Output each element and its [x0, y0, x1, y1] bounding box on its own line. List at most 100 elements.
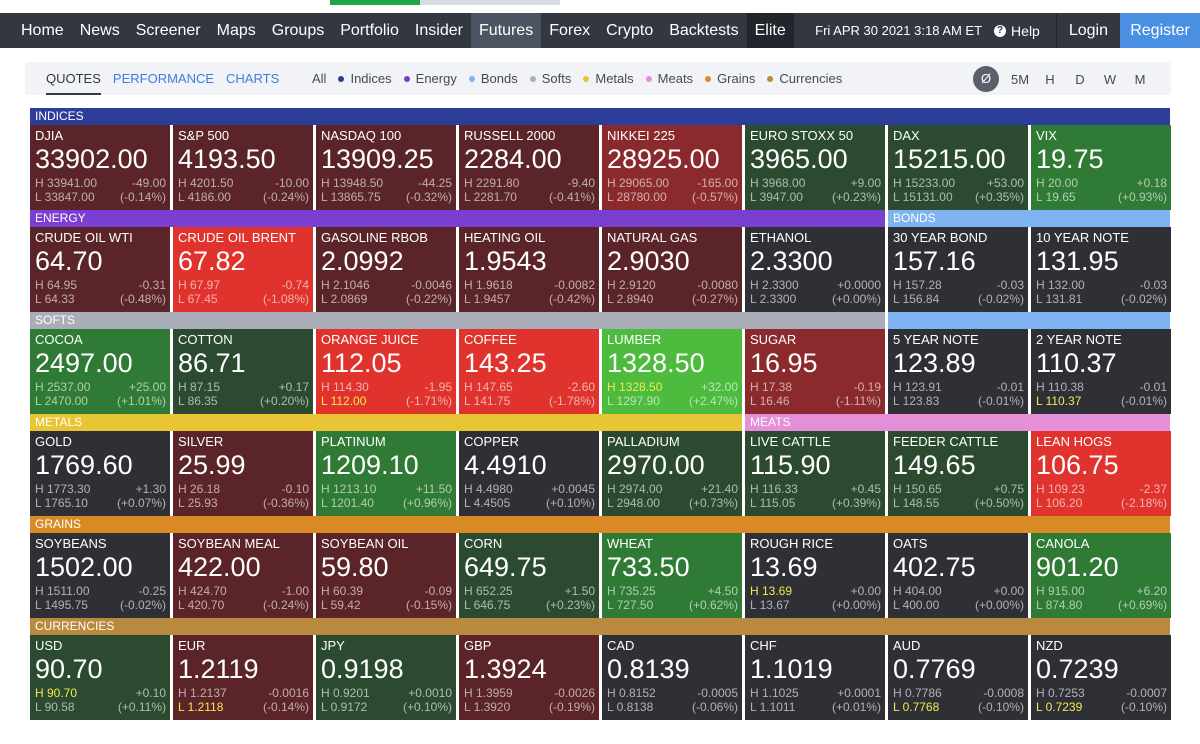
tile-percent: (+0.11%): [117, 700, 166, 714]
tile-cocoa[interactable]: COCOA 2497.00 H 2537.00 L 2470.00 +25.00 (+1.…: [30, 329, 170, 414]
tile-palladium[interactable]: PALLADIUM 2970.00 H 2974.00 L 2948.00 +21.40…: [602, 431, 742, 516]
tile-djia[interactable]: DJIA 33902.00 H 33941.00 L 33847.00 -49.00 (-…: [30, 125, 170, 210]
timeframe-d[interactable]: D: [1075, 71, 1085, 87]
tile-soybean-oil[interactable]: SOYBEAN OIL 59.80 H 60.39 L 59.42 -0.09 (-0.1…: [316, 533, 456, 618]
tab-quotes[interactable]: QUOTES: [46, 62, 101, 95]
tile-chf[interactable]: CHF 1.1019 H 1.1025 L 1.1011 +0.0001 (+0.01%): [745, 635, 885, 720]
nav-datetime: Fri APR 30 2021 3:18 AM ET: [815, 23, 983, 38]
filter-meats[interactable]: Meats: [645, 71, 693, 86]
tile-high: H 1328.50: [607, 380, 663, 394]
tile-low: L 2948.00: [607, 496, 660, 510]
tile-crude-oil-wti[interactable]: CRUDE OIL WTI 64.70 H 64.95 L 64.33 -0.31 (-0…: [30, 227, 170, 312]
tile-name: ORANGE JUICE: [321, 332, 419, 347]
tile-5-year-note[interactable]: 5 YEAR NOTE 123.89 H 123.91 L 123.83 -0.01 (-…: [888, 329, 1028, 414]
tile-copper[interactable]: COPPER 4.4910 H 4.4980 L 4.4505 +0.0045 (+0.1…: [459, 431, 599, 516]
help-link[interactable]: ? Help: [994, 13, 1056, 48]
tile-name: NASDAQ 100: [321, 128, 402, 143]
tile-lean-hogs[interactable]: LEAN HOGS 106.75 H 109.23 L 106.20 -2.37 (-2.…: [1031, 431, 1171, 516]
tile-crude-oil-brent[interactable]: CRUDE OIL BRENT 67.82 H 67.97 L 67.45 -0.74(…: [173, 227, 313, 312]
timeframe-none[interactable]: Ø: [973, 66, 999, 92]
tile-dax[interactable]: DAX 15215.00 H 15233.00 L 15131.00 +53.00 (+0…: [888, 125, 1028, 210]
tile-lumber[interactable]: LUMBER 1328.50 H 1328.50 L 1297.90 +32.00 (+2…: [602, 329, 742, 414]
tile-live-cattle[interactable]: LIVE CATTLE 115.90 H 116.33 L 115.05 +0.45 (+…: [745, 431, 885, 516]
tile-percent: (-0.14%): [262, 700, 309, 714]
tile-gbp[interactable]: GBP 1.3924 H 1.3959 L 1.3920 -0.0026 (-0.19%): [459, 635, 599, 720]
tab-performance[interactable]: PERFORMANCE: [112, 71, 215, 86]
tile-jpy[interactable]: JPY 0.9198 H 0.9201 L 0.9172 +0.0010 (+0.10%): [316, 635, 456, 720]
nav-home[interactable]: Home: [21, 21, 64, 39]
section-header-bonds: BONDS: [888, 210, 1170, 227]
tile-euro-stoxx-50[interactable]: EURO STOXX 50 3965.00 H 3968.00 L 3947.00 +9…: [745, 125, 885, 210]
nav-maps[interactable]: Maps: [216, 21, 256, 39]
tile-natural-gas[interactable]: NATURAL GAS 2.9030 H 2.9120 L 2.8940 -0.0080…: [602, 227, 742, 312]
tile-silver[interactable]: SILVER 25.99 H 26.18 L 25.93 -0.10 (-0.36%): [173, 431, 313, 516]
tile-soybeans[interactable]: SOYBEANS 1502.00 H 1511.00 L 1495.75 -0.25 (-…: [30, 533, 170, 618]
tile-high: H 1213.10: [321, 482, 377, 496]
nav-insider[interactable]: Insider: [414, 21, 463, 39]
nav-forex[interactable]: Forex: [549, 21, 591, 39]
filter-indices[interactable]: Indices: [338, 71, 392, 86]
main-nav: Home News Screener Maps Groups Portfolio…: [0, 13, 1200, 48]
nav-backtests[interactable]: Backtests: [669, 21, 739, 39]
timeframe-h[interactable]: H: [1045, 71, 1055, 87]
timeframe-w[interactable]: W: [1103, 71, 1117, 87]
timeframe-5m[interactable]: 5M: [1010, 71, 1030, 87]
tab-charts[interactable]: CHARTS: [226, 71, 280, 86]
nav-elite[interactable]: Elite: [746, 13, 794, 48]
tile-gold[interactable]: GOLD 1769.60 H 1773.30 L 1765.10 +1.30 (+0.07…: [30, 431, 170, 516]
tile-heating-oil[interactable]: HEATING OIL 1.9543 H 1.9618 L 1.9457 -0.0082…: [459, 227, 599, 312]
tile-corn[interactable]: CORN 649.75 H 652.25 L 646.75 +1.50 (+0.23%): [459, 533, 599, 618]
tile-nikkei-225[interactable]: NIKKEI 225 28925.00 H 29065.00 L 28780.00 -1…: [602, 125, 742, 210]
login-button[interactable]: Login: [1055, 13, 1120, 48]
nav-crypto[interactable]: Crypto: [606, 21, 654, 39]
filter-metals[interactable]: Metals: [583, 71, 634, 86]
tile-cotton[interactable]: COTTON 86.71 H 87.15 L 86.35 +0.17 (+0.20%): [173, 329, 313, 414]
tile-orange-juice[interactable]: ORANGE JUICE 112.05 H 114.30 L 112.00 -1.95(…: [316, 329, 456, 414]
tile-aud[interactable]: AUD 0.7769 H 0.7786 L 0.7768 -0.0008 (-0.10%): [888, 635, 1028, 720]
tile-cad[interactable]: CAD 0.8139 H 0.8152 L 0.8138 -0.0005 (-0.06%): [602, 635, 742, 720]
tile-nzd[interactable]: NZD 0.7239 H 0.7253 L 0.7239 -0.0007 (-0.10%): [1031, 635, 1171, 720]
tile-eur[interactable]: EUR 1.2119 H 1.2137 L 1.2118 -0.0016 (-0.14%): [173, 635, 313, 720]
timeframe-m[interactable]: M: [1134, 71, 1146, 87]
tile-platinum[interactable]: PLATINUM 1209.10 H 1213.10 L 1201.40 +11.50(…: [316, 431, 456, 516]
filter-currencies[interactable]: Currencies: [767, 71, 842, 86]
tile-10-year-note[interactable]: 10 YEAR NOTE 131.95 H 132.00 L 131.81 -0.03(…: [1031, 227, 1171, 312]
tile-percent: (+0.39%): [831, 496, 881, 510]
nav-groups[interactable]: Groups: [271, 21, 325, 39]
tile-usd[interactable]: USD 90.70 H 90.70 L 90.58 +0.10 (+0.11%): [30, 635, 170, 720]
filter-grains[interactable]: Grains: [705, 71, 755, 86]
filter-softs[interactable]: Softs: [529, 71, 571, 86]
tile-change: +0.0000: [837, 278, 881, 292]
register-button[interactable]: Register: [1120, 13, 1200, 48]
tile-gasoline-rbob[interactable]: GASOLINE RBOB 2.0992 H 2.1046 L 2.0869 -0.00…: [316, 227, 456, 312]
tile-high: H 33941.00: [35, 176, 98, 190]
tile-oats[interactable]: OATS 402.75 H 404.00 L 400.00 +0.00 (+0.00%): [888, 533, 1028, 618]
tile-price: 2970.00: [607, 450, 705, 480]
tile-name: ROUGH RICE: [750, 536, 834, 551]
tile-soybean-meal[interactable]: SOYBEAN MEAL 422.00 H 424.70 L 420.70 -1.00(…: [173, 533, 313, 618]
tile-change: -44.25: [417, 176, 452, 190]
tile-30-year-bond[interactable]: 30 YEAR BOND 157.16 H 157.28 L 156.84 -0.03(…: [888, 227, 1028, 312]
nav-futures[interactable]: Futures: [470, 13, 542, 48]
tile-change: -1.00: [281, 584, 309, 598]
tile-coffee[interactable]: COFFEE 143.25 H 147.65 L 141.75 -2.60 (-1.78%…: [459, 329, 599, 414]
filter-all[interactable]: All: [312, 71, 326, 86]
tile-price: 33902.00: [35, 144, 148, 174]
tile-canola[interactable]: CANOLA 901.20 H 915.00 L 874.80 +6.20 (+0.69%…: [1031, 533, 1171, 618]
tile-feeder-cattle[interactable]: FEEDER CATTLE 149.65 H 150.65 L 148.55 +0.75…: [888, 431, 1028, 516]
tile-sandp-500[interactable]: S&P 500 4193.50 H 4201.50 L 4186.00 -10.00 (-…: [173, 125, 313, 210]
tile-2-year-note[interactable]: 2 YEAR NOTE 110.37 H 110.38 L 110.37 -0.01 (-…: [1031, 329, 1171, 414]
tile-nasdaq-100[interactable]: NASDAQ 100 13909.25 H 13948.50 L 13865.75 -4…: [316, 125, 456, 210]
tile-ethanol[interactable]: ETHANOL 2.3300 H 2.3300 L 2.3300 +0.0000 (+0.…: [745, 227, 885, 312]
filter-bonds[interactable]: Bonds: [468, 71, 518, 86]
tile-sugar[interactable]: SUGAR 16.95 H 17.38 L 16.46 -0.19 (-1.11%): [745, 329, 885, 414]
filter-energy[interactable]: Energy: [403, 71, 457, 86]
tile-name: DJIA: [35, 128, 64, 143]
tile-vix[interactable]: VIX 19.75 H 20.00 L 19.65 +0.18 (+0.93%): [1031, 125, 1171, 210]
nav-screener[interactable]: Screener: [135, 21, 201, 39]
nav-news[interactable]: News: [79, 21, 120, 39]
tile-russell-2000[interactable]: RUSSELL 2000 2284.00 H 2291.80 L 2281.70 -9.…: [459, 125, 599, 210]
tile-wheat[interactable]: WHEAT 733.50 H 735.25 L 727.50 +4.50 (+0.62%): [602, 533, 742, 618]
nav-portfolio[interactable]: Portfolio: [340, 21, 399, 39]
tile-rough-rice[interactable]: ROUGH RICE 13.69 H 13.69 L 13.67 +0.00 (+0.00…: [745, 533, 885, 618]
